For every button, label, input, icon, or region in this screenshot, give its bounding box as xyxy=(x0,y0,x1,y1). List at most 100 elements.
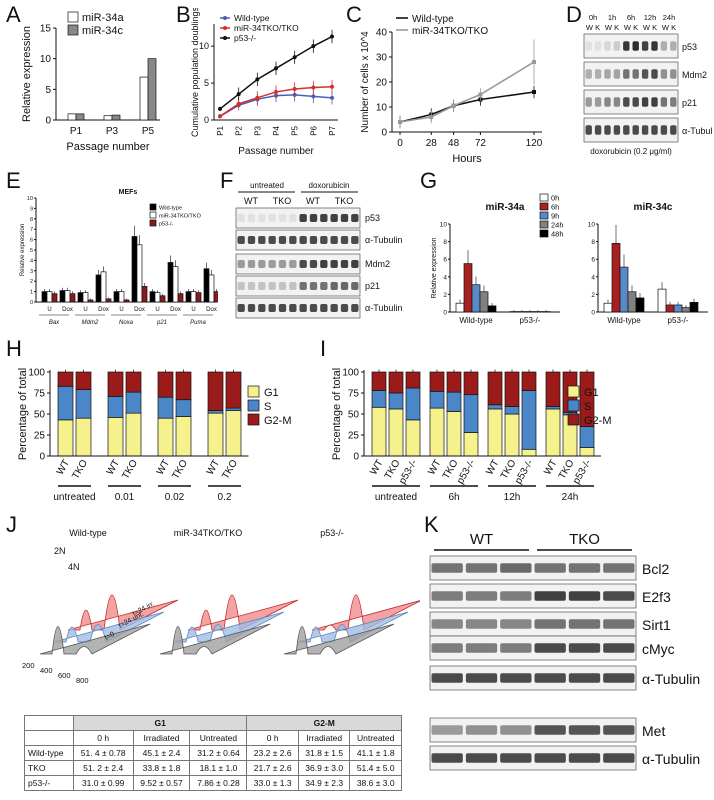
blot-k-band xyxy=(568,643,601,653)
legend-swatch xyxy=(247,413,260,426)
legend-swatch xyxy=(149,203,157,211)
data-point xyxy=(330,34,334,39)
bar-g2m xyxy=(175,371,192,401)
blot-k-band xyxy=(465,643,498,653)
table-cell: 51. 2 ± 2.4 xyxy=(72,760,134,776)
bar-p53-/- xyxy=(69,293,76,303)
data-point xyxy=(274,66,278,71)
legend-label: S xyxy=(584,401,591,413)
bar-Wild-type xyxy=(149,291,156,303)
y-tick-label: 5 xyxy=(45,85,51,96)
blot-f-frame xyxy=(235,253,361,275)
data-point xyxy=(292,55,297,60)
bar-label: TKO xyxy=(170,458,190,481)
x-tick-label: P6 xyxy=(309,125,318,135)
bar-p53-/- xyxy=(195,292,202,303)
blot-k-band xyxy=(431,643,463,653)
row-label: p53-/- xyxy=(24,775,74,791)
bar-s xyxy=(388,392,404,410)
x-tick-label: 120 xyxy=(526,138,543,149)
table-header-g1: G1 xyxy=(72,715,248,731)
blot-k-band xyxy=(465,673,498,683)
table-cell: 51. 4 ± 0.78 xyxy=(72,745,134,761)
y-tick-label: 0 xyxy=(591,310,595,317)
data-point xyxy=(429,115,434,119)
bar-g1 xyxy=(57,419,74,457)
blot-k-frame xyxy=(429,665,637,691)
bar-g2m xyxy=(545,371,561,407)
data-point xyxy=(218,114,222,119)
legend-label: Wild-type xyxy=(412,14,454,25)
bar-g1 xyxy=(75,417,92,457)
y-axis-label: Percentage of total xyxy=(17,368,29,460)
blot-k-band xyxy=(534,753,566,763)
group-label: untreated xyxy=(375,492,417,503)
group-label: 12h xyxy=(504,492,521,503)
lane-label: W K xyxy=(643,23,657,32)
y-tick-label: 2 xyxy=(443,292,447,299)
group-label: Wild-type xyxy=(459,316,493,325)
y-tick-label: 10 xyxy=(376,103,388,114)
y-tick-label: 75 xyxy=(348,389,360,400)
blot-f-band xyxy=(340,304,349,312)
bar-Wild-type xyxy=(185,291,192,303)
blot-d-band xyxy=(660,125,668,135)
blot-k-band xyxy=(568,563,601,573)
genotype-label: Wild-type xyxy=(69,528,107,538)
blot-f-band xyxy=(278,304,287,312)
blot-f-band xyxy=(268,304,276,312)
chart-title: miR-34c xyxy=(634,202,673,213)
bar-g1 xyxy=(388,408,404,457)
y-tick-label: 1 xyxy=(30,290,33,296)
condition-label: Dox xyxy=(62,307,73,313)
legend-label: 6h xyxy=(551,203,559,212)
blot-d-band xyxy=(623,41,630,51)
data-point xyxy=(398,120,402,124)
y-axis-label: Number of cells x 10^4 xyxy=(360,31,371,133)
blot-d-band xyxy=(641,97,649,107)
blot-d-band xyxy=(660,69,668,79)
blot-f-band xyxy=(237,304,245,312)
legend-swatch xyxy=(149,219,157,227)
blot-k-band xyxy=(534,725,566,735)
blot-d-band xyxy=(594,69,602,79)
genotype-label: miR-34TKO/TKO xyxy=(174,528,243,538)
legend-label: S xyxy=(264,401,271,413)
band-label: α-Tubulin xyxy=(642,671,700,687)
x-tick-label: 0 xyxy=(397,138,403,149)
bar-label: TKO xyxy=(220,458,240,481)
bar-g1 xyxy=(504,413,520,457)
legend-label: G1 xyxy=(584,387,599,399)
group-label: Wild-type xyxy=(607,316,641,325)
blot-f-band xyxy=(247,236,256,244)
blot-d-band xyxy=(585,41,592,51)
bar-miR-34c xyxy=(147,58,157,121)
bar-s xyxy=(75,389,92,419)
band-label: cMyc xyxy=(642,641,675,657)
bar-g2m xyxy=(125,371,142,393)
data-point xyxy=(451,103,456,108)
y-tick-label: 0 xyxy=(45,116,51,127)
panel-letter-d: D xyxy=(566,2,582,27)
y-tick-label: 100 xyxy=(28,368,45,379)
y-tick-label: 6 xyxy=(591,257,595,264)
legend-marker xyxy=(223,26,227,30)
legend-swatch xyxy=(567,413,580,426)
bar-miR-34TKO/TKO xyxy=(82,292,89,303)
blot-f-band xyxy=(320,304,328,312)
condition-label: Dox xyxy=(206,307,217,313)
lane-label: TKO xyxy=(273,196,292,206)
blot-k-band xyxy=(568,753,601,763)
time-label: 0h xyxy=(589,13,597,22)
blot-d-band xyxy=(670,125,677,135)
blot-d-band xyxy=(585,125,592,135)
y-tick-label: 10 xyxy=(440,222,448,229)
bar-p53-/- xyxy=(51,293,58,303)
condition-label: U xyxy=(47,307,51,313)
bar-6h xyxy=(611,243,621,313)
y-tick-label: 2 xyxy=(591,292,595,299)
blot-f-band xyxy=(237,236,245,244)
blot-k-frame xyxy=(429,555,637,581)
